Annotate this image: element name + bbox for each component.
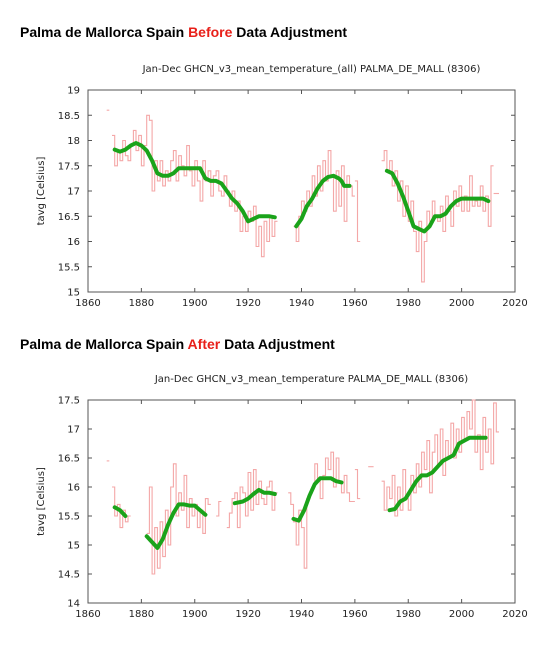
y-tick-label: 17 bbox=[67, 425, 80, 436]
y-tick-label: 15.5 bbox=[58, 512, 80, 523]
x-tick-label: 1880 bbox=[129, 298, 154, 309]
y-tick-label: 16.5 bbox=[58, 454, 80, 465]
y-tick-label: 17.5 bbox=[58, 396, 80, 407]
chart-title: Jan-Dec GHCN_v3_mean_temperature PALMA_D… bbox=[154, 374, 468, 385]
raw-temperature-series bbox=[381, 399, 499, 517]
heading-prefix: Palma de Mallorca Spain bbox=[20, 24, 189, 40]
raw-temperature-series bbox=[288, 451, 355, 569]
y-tick-label: 16.5 bbox=[58, 212, 80, 223]
y-tick-label: 17 bbox=[67, 187, 80, 198]
y-tick-label: 18.5 bbox=[58, 111, 80, 122]
smoothed-temperature-series bbox=[144, 502, 208, 550]
heading-highlight: Before bbox=[188, 24, 233, 40]
x-tick-label: 2000 bbox=[449, 609, 474, 620]
y-tick-label: 18 bbox=[67, 136, 80, 147]
raw-temperature-series bbox=[146, 463, 211, 575]
smoothed-temperature-series bbox=[112, 141, 277, 224]
x-tick-label: 1940 bbox=[289, 298, 314, 309]
raw-temperature-series bbox=[381, 150, 494, 283]
raw-temperature-series bbox=[226, 469, 278, 529]
y-tick-label: 14 bbox=[67, 599, 80, 610]
smoothed-temperature-series bbox=[384, 168, 491, 234]
raw-temperature-series bbox=[112, 114, 278, 258]
x-tick-label: 1980 bbox=[396, 609, 421, 620]
smoothed-temperature-series bbox=[232, 487, 277, 506]
chart-title: Jan-Dec GHCN_v3_mean_temperature_(all) P… bbox=[142, 64, 481, 75]
raw-temperature-series bbox=[216, 500, 222, 517]
smoothed-temperature-series bbox=[387, 435, 488, 513]
x-tick-label: 2020 bbox=[502, 609, 527, 620]
y-tick-label: 19 bbox=[67, 86, 80, 97]
x-tick-label: 1980 bbox=[396, 298, 421, 309]
x-tick-label: 1900 bbox=[182, 609, 207, 620]
smoothed-temperature-series bbox=[294, 173, 352, 229]
heading-suffix: Data Adjustment bbox=[232, 24, 348, 40]
x-tick-label: 1880 bbox=[129, 609, 154, 620]
x-tick-label: 1860 bbox=[75, 609, 100, 620]
x-tick-label: 1960 bbox=[342, 298, 367, 309]
chart-heading-after: Palma de Mallorca Spain After Data Adjus… bbox=[20, 336, 335, 352]
heading-prefix: Palma de Mallorca Spain bbox=[20, 336, 188, 352]
y-tick-label: 17.5 bbox=[58, 161, 80, 172]
raw-temperature-series bbox=[354, 469, 361, 500]
y-tick-label: 16 bbox=[67, 237, 80, 248]
raw-temperature-series bbox=[354, 180, 361, 243]
x-tick-label: 1920 bbox=[235, 609, 260, 620]
heading-highlight: After bbox=[187, 336, 221, 352]
chart-heading-before: Palma de Mallorca Spain Before Data Adju… bbox=[20, 24, 347, 40]
x-tick-label: 1900 bbox=[182, 298, 207, 309]
after-adjustment-chart: Jan-Dec GHCN_v3_mean_temperature PALMA_D… bbox=[36, 374, 528, 620]
x-tick-label: 1920 bbox=[235, 298, 260, 309]
raw-temperature-series bbox=[293, 150, 355, 243]
raw-temperature-series bbox=[112, 486, 131, 529]
x-tick-label: 1940 bbox=[289, 609, 314, 620]
y-tick-label: 15 bbox=[67, 541, 80, 552]
x-tick-label: 1860 bbox=[75, 298, 100, 309]
y-tick-label: 15 bbox=[67, 288, 80, 299]
smoothed-temperature-series bbox=[291, 476, 344, 523]
x-tick-label: 2000 bbox=[449, 298, 474, 309]
y-tick-label: 16 bbox=[67, 483, 80, 494]
y-tick-label: 15.5 bbox=[58, 262, 80, 273]
before-adjustment-chart: Jan-Dec GHCN_v3_mean_temperature_(all) P… bbox=[36, 64, 528, 309]
heading-suffix: Data Adjustment bbox=[220, 336, 335, 352]
smoothed-temperature-series bbox=[112, 505, 128, 518]
y-axis-label: tavg [Celsius] bbox=[36, 467, 47, 536]
x-tick-label: 2020 bbox=[502, 298, 527, 309]
y-axis-label: tavg [Celsius] bbox=[36, 157, 47, 226]
y-tick-label: 14.5 bbox=[58, 570, 80, 581]
x-tick-label: 1960 bbox=[342, 609, 367, 620]
